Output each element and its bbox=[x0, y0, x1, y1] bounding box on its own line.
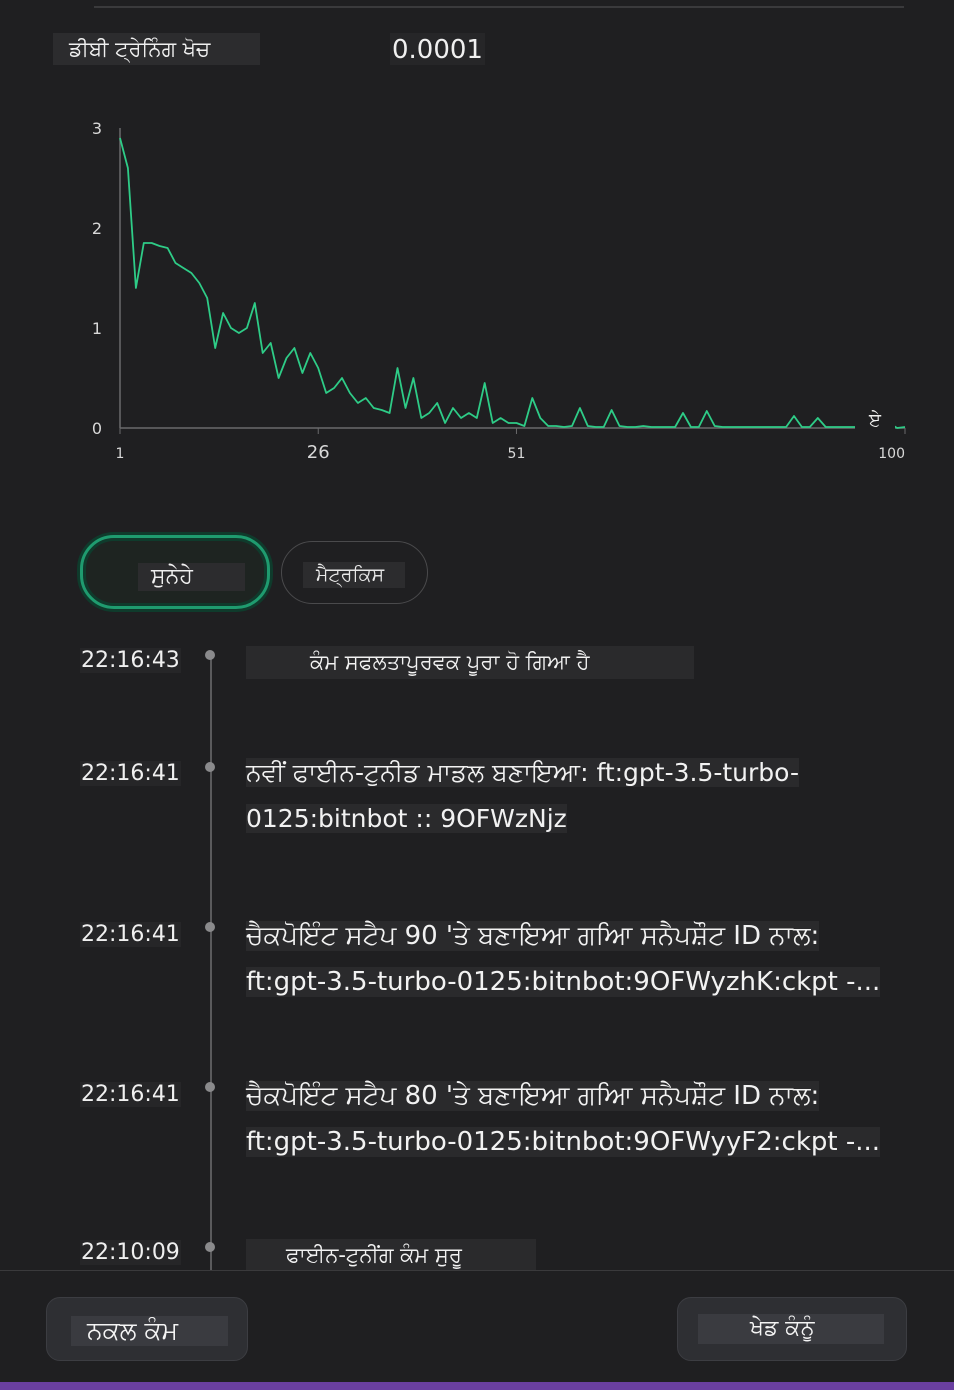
event-line: ਚੈਕਪੋਇੰਟ ਸਟੈਪ 80 'ਤੇ ਬਣਾਇਆ ਗਆਿ ਸਨੈਪਸ਼ੌਟ … bbox=[246, 1081, 820, 1111]
event-line: ਕੰਮ ਸਫਲਤਾਪੂਰਵਕ ਪੂਰਾ ਹੋ ਗਿਆ ਹੈ bbox=[310, 650, 590, 674]
event-line: ਫਾਈਨ-ਟੁਨੀਂਗ ਕੰਮ ਸੁਰੂ bbox=[286, 1243, 462, 1267]
event-time: 22:16:43 bbox=[80, 648, 181, 673]
timeline-dot bbox=[205, 650, 215, 660]
loss-line bbox=[119, 137, 906, 429]
x-tick-label: 100 bbox=[878, 446, 905, 462]
clone-job-label: ਨਕਲ ਕੰਮ bbox=[71, 1316, 228, 1346]
y-tick-label: 1 bbox=[92, 319, 102, 338]
open-playground-label: ਖੇਡ ਕੰਨੂੰ bbox=[698, 1314, 884, 1344]
x-tick-label: 1 bbox=[116, 446, 125, 462]
learning-rate-value: 0.0001 bbox=[390, 33, 485, 65]
event-time: 22:10:09 bbox=[80, 1240, 181, 1265]
event-message: ਚੈਕਪੋਇੰਟ ਸਟੈਪ 90 'ਤੇ ਬਣਾਇਆ ਗਆਿ ਸਨੈਪਸ਼ੌਟ … bbox=[246, 913, 881, 1005]
clone-job-button[interactable]: ਨਕਲ ਕੰਮ bbox=[46, 1297, 248, 1361]
y-tick-label: 2 bbox=[92, 219, 102, 238]
x-tick-label: 51 bbox=[508, 446, 526, 462]
y-tick-label: 3 bbox=[92, 119, 102, 138]
bottom-action-bar: ਨਕਲ ਕੰਮ ਖੇਡ ਕੰਨੂੰ bbox=[0, 1270, 954, 1383]
event-line: ਨਵੀਂ ਫਾਈਨ-ਟੁਨੀਡ ਮਾਡਲ ਬਣਾਇਆ: ft:gpt-3.5-t… bbox=[246, 758, 799, 787]
event-time: 22:16:41 bbox=[80, 761, 181, 786]
event-line: ft:gpt-3.5-turbo-0125:bitnbot:9OFWyyF2:c… bbox=[246, 1127, 881, 1157]
tab-messages-label: ਸੁਨੇਹੇ bbox=[138, 563, 245, 591]
timeline-dot bbox=[205, 762, 215, 772]
window-bottom-accent bbox=[0, 1382, 954, 1390]
chart-series: ਏ bbox=[119, 137, 906, 432]
event-line: ਚੈਕਪੋਇੰਟ ਸਟੈਪ 90 'ਤੇ ਬਣਾਇਆ ਗਆਿ ਸਨੈਪਸ਼ੌਟ … bbox=[246, 921, 820, 951]
end-marker-bg bbox=[855, 408, 895, 432]
timeline-dot bbox=[205, 922, 215, 932]
chart-axes bbox=[119, 128, 905, 429]
event-message: ਨਵੀਂ ਫਾਈਨ-ਟੁਨੀਡ ਮਾਡਲ ਬਣਾਇਆ: ft:gpt-3.5-t… bbox=[246, 750, 799, 842]
event-time: 22:16:41 bbox=[80, 922, 181, 947]
timeline-dot bbox=[205, 1242, 215, 1252]
timeline-dot bbox=[205, 1082, 215, 1092]
y-tick-label: 0 bbox=[92, 419, 102, 438]
event-message: ਕੰਮ ਸਫਲਤਾਪੂਰਵਕ ਪੂਰਾ ਹੋ ਗਿਆ ਹੈ bbox=[246, 646, 694, 679]
learning-rate-label: ਡੀਬੀ ਟ੍ਰੇਨਿੰਗ ਖੋਚ bbox=[53, 33, 260, 65]
tab-metrics[interactable]: ਮੈਟ੍ਰਕਿਸ bbox=[281, 541, 428, 604]
event-message: ਫਾਈਨ-ਟੁਨੀਂਗ ਕੰਮ ਸੁਰੂ bbox=[246, 1239, 536, 1272]
event-line: 0125:bitnbot :: 9OFWzNjz bbox=[246, 804, 567, 833]
x-tick-label: 26 bbox=[307, 442, 330, 463]
end-marker-label: ਏ bbox=[868, 410, 882, 431]
top-divider bbox=[94, 6, 904, 8]
event-line: ft:gpt-3.5-turbo-0125:bitnbot:9OFWyzhK:c… bbox=[246, 967, 881, 997]
tab-messages[interactable]: ਸੁਨੇਹੇ bbox=[80, 535, 270, 609]
event-time: 22:16:41 bbox=[80, 1082, 181, 1107]
tab-metrics-label: ਮੈਟ੍ਰਕਿਸ bbox=[303, 562, 405, 588]
event-message: ਚੈਕਪੋਇੰਟ ਸਟੈਪ 80 'ਤੇ ਬਣਾਇਆ ਗਆਿ ਸਨੈਪਸ਼ੌਟ … bbox=[246, 1073, 881, 1165]
open-playground-button[interactable]: ਖੇਡ ਕੰਨੂੰ bbox=[677, 1297, 907, 1361]
timeline-line bbox=[210, 655, 212, 1270]
